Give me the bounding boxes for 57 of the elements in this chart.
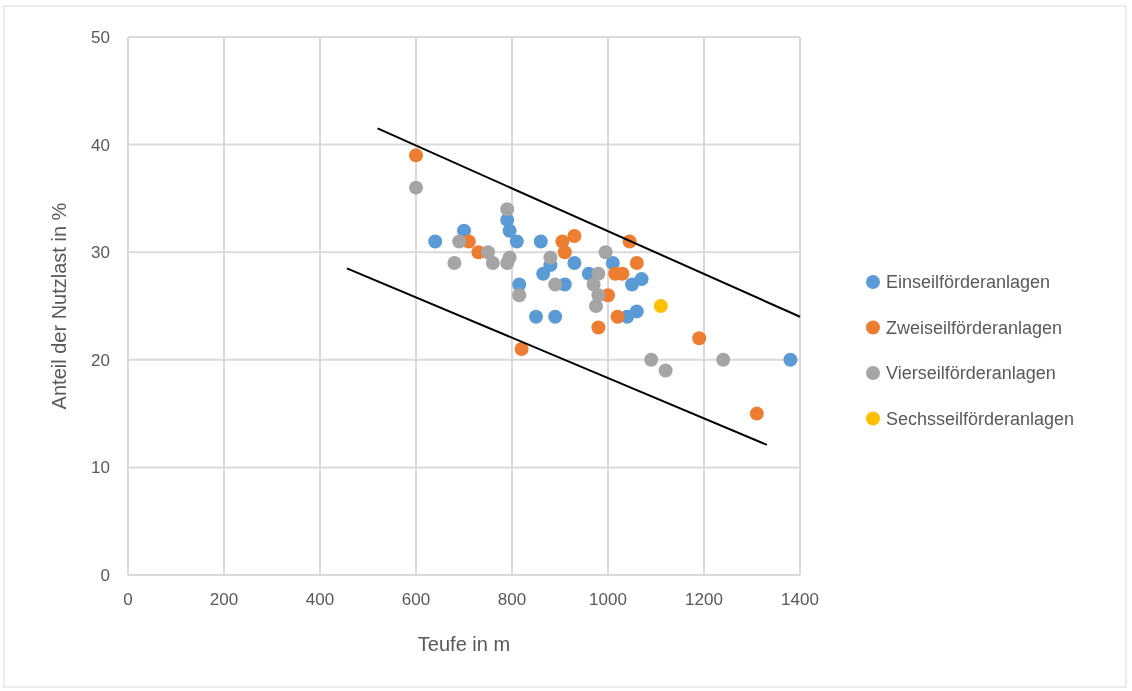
point	[447, 255, 462, 270]
point	[452, 234, 467, 249]
x-axis-title: Teufe in m	[417, 633, 511, 655]
point	[500, 255, 515, 270]
point	[514, 342, 529, 357]
point	[485, 255, 500, 270]
point	[749, 406, 764, 421]
point	[629, 304, 644, 319]
point	[533, 234, 548, 249]
x-tick-label: 1200	[685, 590, 723, 609]
x-tick-label: 1400	[781, 590, 819, 609]
y-tick-label: 10	[91, 458, 110, 478]
point	[409, 148, 423, 163]
point	[428, 234, 443, 249]
x-tick-label: 200	[209, 590, 239, 609]
point	[644, 352, 659, 367]
point	[543, 250, 558, 265]
point	[783, 352, 798, 367]
point	[629, 255, 644, 270]
y-axis-title: Anteil der Nutzlast in %	[48, 202, 70, 410]
legend-label: Einseilförderanlagen	[886, 272, 1051, 292]
point	[502, 223, 517, 238]
legend-label: Zweiseilförderanlagen	[886, 317, 1063, 338]
point	[716, 352, 731, 367]
legend-label: Sechsseilförderanlagen	[886, 408, 1075, 429]
point	[610, 309, 625, 324]
point	[548, 277, 563, 292]
point	[512, 288, 527, 303]
point	[653, 299, 668, 313]
point	[500, 202, 515, 217]
y-tick-label: 0	[100, 566, 110, 585]
legend-label: Vierseilförderanlagen	[886, 363, 1056, 383]
y-tick-label: 50	[91, 28, 110, 47]
point	[557, 245, 572, 260]
point	[548, 309, 563, 324]
point	[409, 180, 423, 195]
point	[567, 229, 582, 244]
point	[509, 234, 524, 249]
x-tick-label: 1000	[589, 590, 627, 609]
x-tick-label: 0	[123, 590, 133, 609]
point	[591, 266, 606, 281]
x-tick-label: 800	[497, 590, 527, 609]
point	[586, 277, 601, 292]
x-tick-label: 600	[401, 590, 431, 609]
point	[529, 309, 543, 324]
point	[634, 272, 649, 287]
x-tick-label: 400	[305, 590, 335, 609]
point	[481, 245, 495, 260]
y-tick-label: 30	[91, 243, 110, 263]
point	[598, 245, 613, 260]
point	[692, 331, 707, 346]
point	[591, 320, 606, 335]
y-tick-label: 40	[91, 135, 110, 155]
point	[658, 363, 673, 378]
point	[567, 255, 582, 270]
point	[589, 299, 603, 313]
y-tick-label: 20	[91, 350, 110, 370]
